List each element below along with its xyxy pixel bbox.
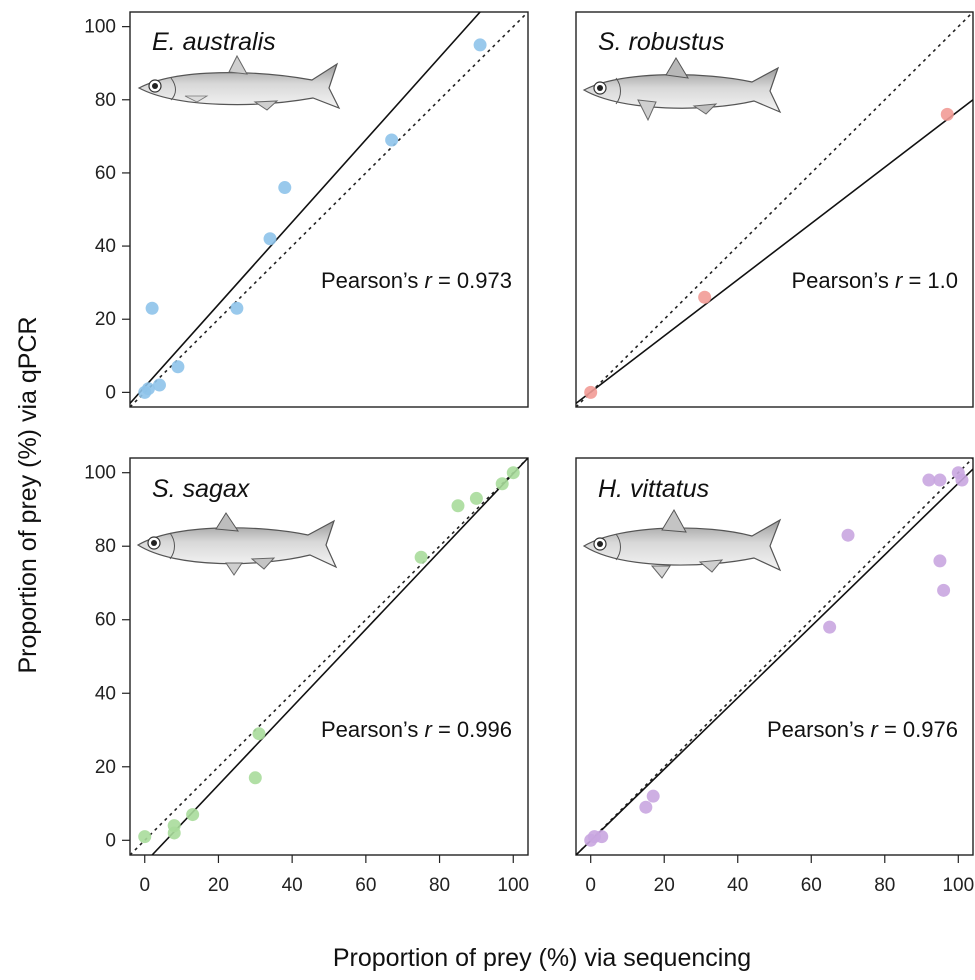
x-tick-label: 20 <box>208 875 229 896</box>
y-tick-label: 100 <box>84 17 116 38</box>
x-tick-label: 0 <box>139 875 150 896</box>
data-point <box>639 800 653 814</box>
annotation-prefix: Pearson’s <box>321 717 425 742</box>
y-tick-label: 80 <box>95 90 116 111</box>
plot-frame <box>129 11 529 408</box>
y-tick-label: 20 <box>95 757 116 778</box>
identity-line <box>576 458 973 855</box>
annotation-variable: r <box>425 268 434 293</box>
data-point <box>473 38 487 52</box>
fit-line <box>576 468 973 855</box>
data-point <box>823 620 837 634</box>
data-point <box>138 830 152 844</box>
panel-s-robustus: S. robustus Pearson’s r = 1.0 <box>575 11 974 408</box>
data-point <box>414 550 428 564</box>
annotation-prefix: Pearson’s <box>767 717 871 742</box>
identity-line <box>130 12 528 407</box>
pearson-annotation: Pearson’s r = 0.973 <box>321 268 512 293</box>
annotation-variable: r <box>425 717 434 742</box>
data-point <box>248 771 262 785</box>
data-point <box>698 290 712 304</box>
panel-title: E. australis <box>152 28 276 56</box>
panel-title: S. sagax <box>152 475 251 503</box>
y-tick-label: 60 <box>95 163 116 184</box>
annotation-value: = 0.973 <box>432 268 512 293</box>
data-point <box>141 382 155 396</box>
data-point <box>145 301 159 315</box>
annotation-variable: r <box>895 268 904 293</box>
data-point <box>385 133 399 147</box>
annotation-variable: r <box>871 717 880 742</box>
data-point <box>230 301 244 315</box>
data-point <box>937 583 951 597</box>
data-point <box>171 360 185 374</box>
annotation-value: = 0.976 <box>878 717 958 742</box>
fish-illustration-s-sagax <box>136 512 338 576</box>
pearson-annotation: Pearson’s r = 1.0 <box>791 268 958 293</box>
pearson-annotation: Pearson’s r = 0.996 <box>321 717 512 742</box>
x-tick-label: 40 <box>282 875 303 896</box>
y-axis-label: Proportion of prey (%) via qPCR <box>14 316 42 673</box>
y-tick-label: 80 <box>95 536 116 557</box>
data-point <box>186 808 200 822</box>
data-point <box>595 830 609 844</box>
x-tick-label: 0 <box>585 875 596 896</box>
data-point <box>278 181 292 195</box>
data-point <box>495 477 509 491</box>
y-tick-label: 40 <box>95 236 116 257</box>
y-tick-label: 0 <box>105 830 116 851</box>
fit-line <box>130 12 481 404</box>
data-point <box>469 491 483 505</box>
panel-h-vittatus: 0 20 40 60 80 100 H. vittatus Pearson’s r = 0.9… <box>575 457 974 896</box>
data-point <box>922 473 936 487</box>
fish-illustration-e-australis <box>137 54 341 111</box>
y-tick-label: 20 <box>95 309 116 330</box>
x-tick-label: 100 <box>497 875 529 896</box>
data-point <box>646 789 660 803</box>
fish-illustration-s-robustus <box>582 57 782 122</box>
y-tick-label: 0 <box>105 382 116 403</box>
fit-line <box>576 99 973 404</box>
data-point <box>167 819 181 833</box>
x-tick-label: 80 <box>874 875 895 896</box>
identity-line <box>576 12 973 407</box>
x-tick-label: 60 <box>355 875 376 896</box>
panel-e-australis: 0 20 40 60 80 100 E. australis Pearson’s r = 0.… <box>84 11 529 408</box>
data-point <box>940 107 954 121</box>
fit-line <box>151 458 528 855</box>
panel-s-sagax: 0 20 40 60 80 100 0 20 40 60 80 100 S. sagax Pearson’… <box>84 457 529 896</box>
x-axis-label: Proportion of prey (%) via sequencing <box>333 944 751 972</box>
annotation-prefix: Pearson’s <box>791 268 895 293</box>
fish-illustration-h-vittatus <box>582 508 782 579</box>
x-tick-label: 60 <box>801 875 822 896</box>
identity-line <box>130 458 528 855</box>
x-tick-label: 20 <box>654 875 675 896</box>
plot-frame <box>575 11 974 408</box>
panel-title: H. vittatus <box>598 475 709 503</box>
y-tick-label: 60 <box>95 610 116 631</box>
annotation-value: = 0.996 <box>432 717 512 742</box>
data-point <box>841 528 855 542</box>
data-point <box>933 554 947 568</box>
y-tick-label: 100 <box>84 463 116 484</box>
x-tick-label: 100 <box>942 875 974 896</box>
plot-frame <box>129 457 529 856</box>
data-point <box>252 727 266 741</box>
data-point <box>263 232 277 246</box>
annotation-value: = 1.0 <box>902 268 958 293</box>
panel-title: S. robustus <box>598 28 724 56</box>
pearson-annotation: Pearson’s r = 0.976 <box>767 717 958 742</box>
data-point <box>451 499 465 513</box>
x-tick-label: 40 <box>727 875 748 896</box>
x-tick-label: 80 <box>429 875 450 896</box>
data-point <box>955 473 969 487</box>
data-point <box>152 378 166 392</box>
y-tick-label: 40 <box>95 683 116 704</box>
data-point <box>506 466 520 480</box>
data-point <box>584 385 598 399</box>
annotation-prefix: Pearson’s <box>321 268 425 293</box>
plot-frame <box>575 457 974 856</box>
data-point <box>933 473 947 487</box>
